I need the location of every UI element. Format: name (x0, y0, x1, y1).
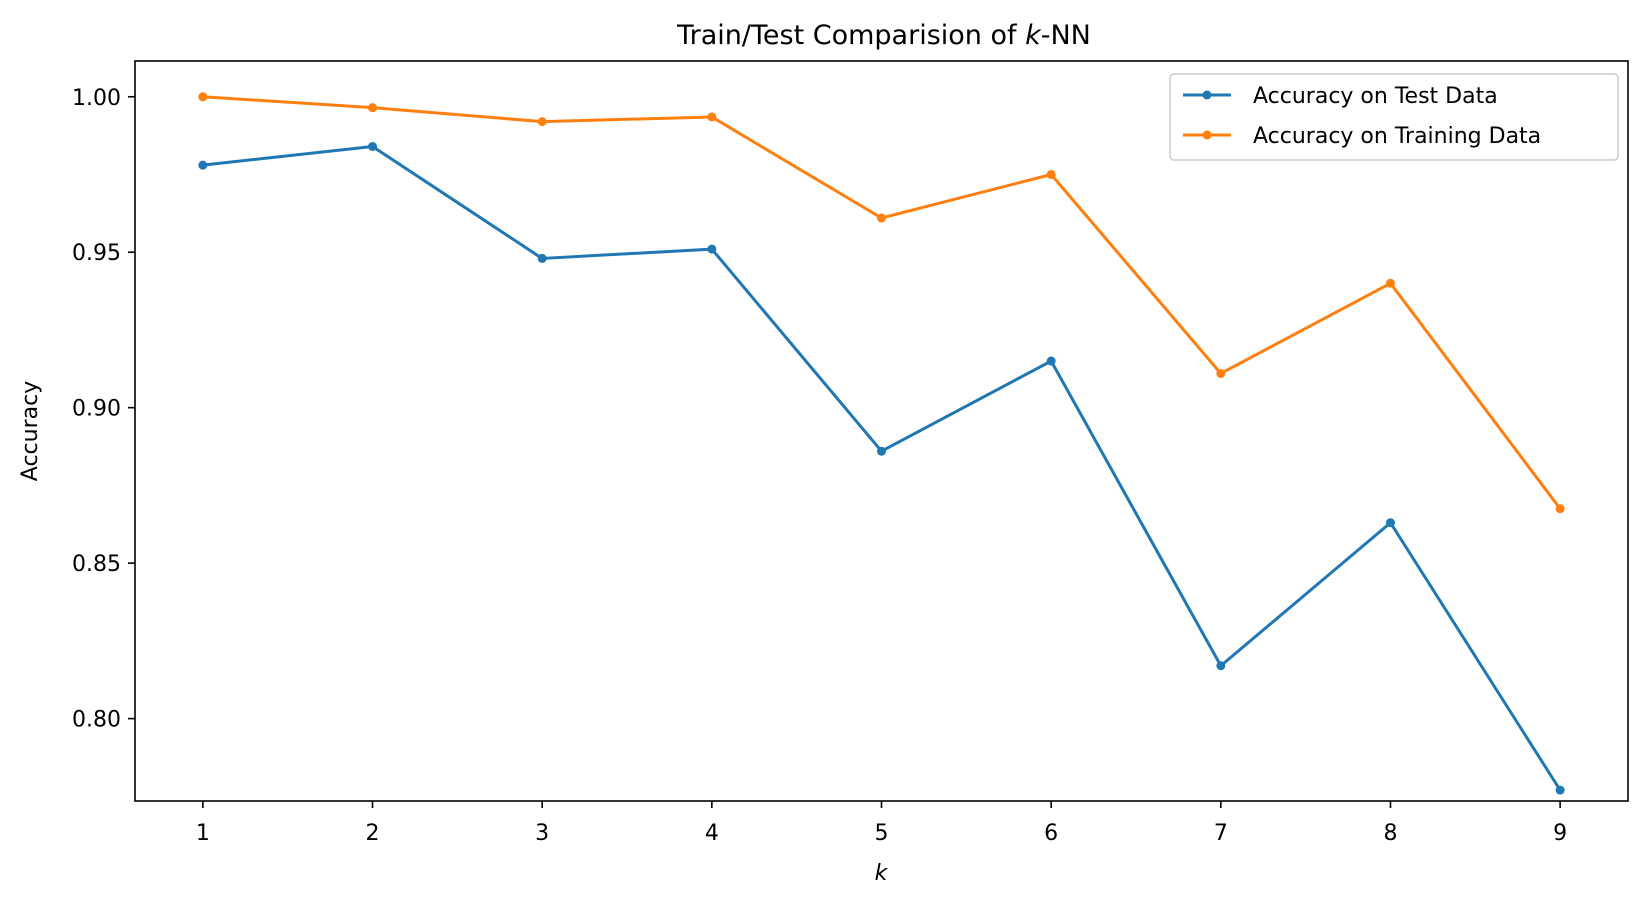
data-point (1385, 518, 1395, 528)
y-tick-label: 0.90 (72, 397, 121, 422)
x-tick-label: 9 (1553, 821, 1567, 846)
data-point (537, 253, 547, 263)
data-point (368, 103, 378, 113)
data-point (1216, 368, 1226, 378)
data-point (877, 213, 886, 223)
x-axis-label: k (875, 861, 889, 886)
legend-marker-training (1202, 130, 1212, 140)
x-tick-label: 7 (1214, 821, 1228, 846)
y-tick-label: 1.00 (72, 86, 121, 111)
data-point (1555, 504, 1565, 514)
x-tick-label: 5 (875, 821, 889, 846)
plot-area (135, 61, 1628, 801)
series-layer (198, 92, 1565, 795)
legend-box (1169, 73, 1619, 161)
y-tick-label: 0.85 (72, 552, 121, 577)
data-point (198, 160, 208, 170)
y-axis: 0.80 0.85 0.90 0.95 1.00 (72, 86, 135, 733)
legend-marker-test (1202, 90, 1212, 100)
data-point (198, 92, 208, 102)
data-point (1216, 661, 1226, 671)
legend: Accuracy on Test Data Accuracy on Traini… (1169, 73, 1619, 161)
x-tick-label: 2 (366, 821, 380, 846)
y-tick-label: 0.95 (72, 241, 121, 266)
y-axis-label: Accuracy (18, 381, 43, 481)
x-axis: 1 2 3 4 5 6 7 8 9 (196, 801, 1567, 846)
chart-title-italic: k (1025, 20, 1042, 51)
data-point (707, 112, 717, 122)
x-tick-label: 4 (705, 821, 719, 846)
data-point (1385, 278, 1395, 288)
data-point (707, 244, 717, 254)
x-tick-label: 8 (1383, 821, 1397, 846)
data-point (1555, 785, 1565, 795)
data-point (537, 117, 547, 127)
data-point (877, 446, 886, 456)
data-point (1046, 169, 1056, 179)
y-tick-label: 0.80 (72, 708, 121, 733)
x-tick-label: 1 (196, 821, 210, 846)
data-point (1046, 356, 1056, 366)
chart-title: Train/Test Comparision of k-NN (676, 20, 1091, 51)
legend-label-test: Accuracy on Test Data (1253, 84, 1498, 109)
x-tick-label: 6 (1044, 821, 1058, 846)
x-tick-label: 3 (535, 821, 549, 846)
data-point (368, 142, 378, 152)
legend-label-training: Accuracy on Training Data (1253, 124, 1541, 149)
